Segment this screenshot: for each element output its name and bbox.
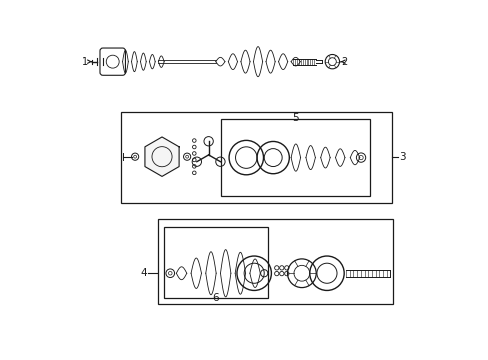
Polygon shape <box>144 137 179 176</box>
Text: 4: 4 <box>141 268 147 278</box>
Text: 5: 5 <box>292 113 298 123</box>
Bar <box>121 112 391 203</box>
Bar <box>163 226 267 298</box>
Bar <box>221 119 369 196</box>
Bar <box>158 220 392 304</box>
Text: 3: 3 <box>398 152 405 162</box>
Text: 6: 6 <box>212 293 219 303</box>
Text: 1: 1 <box>81 57 88 67</box>
Text: 2: 2 <box>340 57 346 67</box>
